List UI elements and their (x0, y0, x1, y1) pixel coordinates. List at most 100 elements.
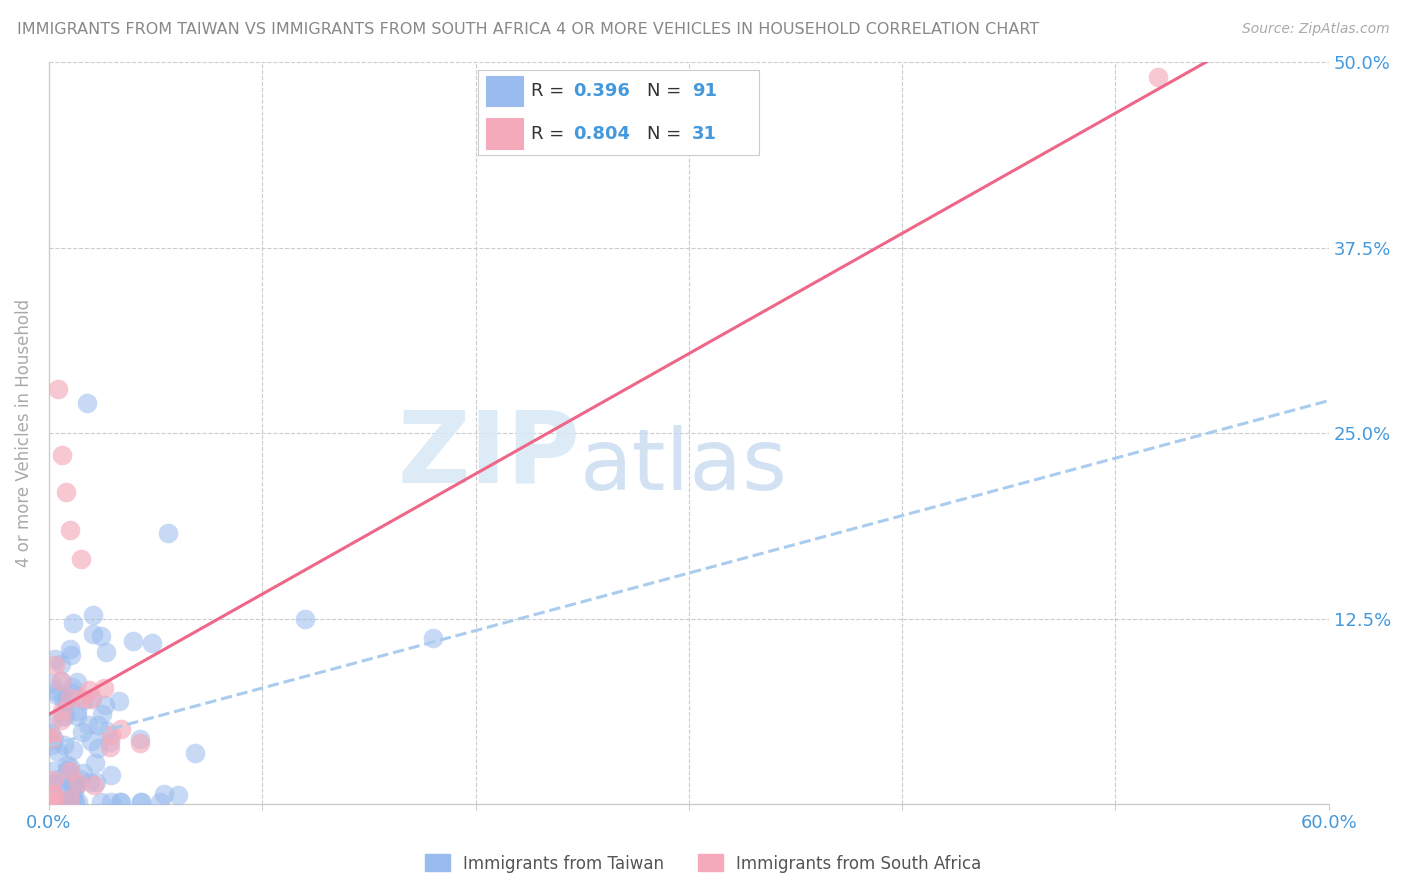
Point (96, 723, 118, 738)
Point (59, 642, 82, 657)
Point (65, 779, 87, 793)
Point (69, 772, 91, 786)
Point (46, 382, 69, 396)
Point (51, 796, 73, 810)
Point (45, 684, 67, 698)
Y-axis label: 4 or more Vehicles in Household: 4 or more Vehicles in Household (15, 299, 32, 567)
Point (80, 692, 103, 706)
Text: IMMIGRANTS FROM TAIWAN VS IMMIGRANTS FROM SOUTH AFRICA 4 OR MORE VEHICLES IN HOU: IMMIGRANTS FROM TAIWAN VS IMMIGRANTS FRO… (17, 22, 1039, 37)
Point (58, 796, 80, 810)
Point (59, 523, 82, 537)
Point (100, 796, 122, 810)
Point (51, 448, 73, 462)
Point (121, 634, 143, 648)
Point (53, 709, 76, 723)
Point (149, 796, 172, 810)
Point (39, 726, 62, 740)
Point (70, 552, 93, 566)
Point (59, 691, 82, 706)
Point (87, 718, 110, 732)
Point (157, 525, 180, 540)
Point (39, 796, 62, 810)
Point (66, 709, 89, 723)
Point (98, 735, 121, 749)
Point (82, 627, 104, 641)
Point (62, 785, 84, 799)
Point (108, 694, 131, 708)
Point (110, 722, 132, 736)
Point (56, 764, 79, 778)
Point (60, 789, 83, 803)
Point (1147, 70, 1170, 84)
Point (51, 704, 73, 718)
Point (129, 796, 152, 810)
Point (96, 644, 118, 658)
Point (44, 731, 66, 746)
Point (129, 736, 152, 750)
Point (55, 757, 77, 772)
Point (83, 756, 105, 771)
Point (52, 796, 75, 810)
Point (42, 772, 65, 787)
Point (129, 731, 152, 746)
Point (41, 796, 63, 810)
Point (184, 746, 207, 760)
Point (39, 796, 62, 810)
Point (62, 778, 84, 792)
Point (44, 775, 66, 789)
Point (51, 713, 73, 727)
Point (422, 631, 444, 645)
Point (58, 796, 80, 810)
Point (82, 607, 104, 622)
Point (66, 704, 89, 718)
Point (48, 772, 70, 786)
Point (49, 673, 72, 688)
Point (52, 796, 75, 810)
Point (63, 778, 86, 792)
Point (60, 648, 83, 663)
Point (44, 787, 66, 801)
Point (41, 731, 63, 745)
Text: atlas: atlas (581, 425, 789, 508)
Point (70, 725, 93, 739)
Point (41, 714, 63, 728)
Point (100, 768, 122, 782)
Point (63, 796, 86, 810)
Point (90, 796, 112, 810)
Point (82, 690, 104, 705)
Point (83, 778, 105, 792)
Point (63, 796, 86, 810)
Point (41, 764, 63, 779)
Point (39, 796, 62, 810)
Point (39, 730, 62, 744)
Point (294, 612, 316, 626)
Point (55, 695, 77, 709)
Point (80, 734, 103, 748)
Point (110, 796, 132, 810)
Point (93, 681, 115, 695)
Point (62, 743, 84, 757)
Point (94, 698, 117, 713)
Point (56, 692, 79, 706)
Point (90, 629, 112, 643)
Text: ZIP: ZIP (398, 407, 581, 504)
Point (100, 728, 122, 742)
Text: Source: ZipAtlas.com: Source: ZipAtlas.com (1241, 22, 1389, 37)
Point (39, 676, 62, 690)
Point (48, 778, 70, 792)
Point (60, 686, 83, 700)
Point (76, 396, 98, 410)
Point (72, 765, 94, 780)
Point (166, 788, 188, 802)
Point (87, 741, 110, 756)
Point (65, 776, 87, 790)
Point (76, 718, 98, 732)
Point (98, 739, 121, 754)
Point (41, 738, 63, 752)
Point (44, 657, 66, 672)
Point (67, 776, 90, 790)
Point (153, 787, 176, 801)
Point (45, 688, 67, 702)
Point (59, 764, 82, 778)
Point (42, 788, 65, 802)
